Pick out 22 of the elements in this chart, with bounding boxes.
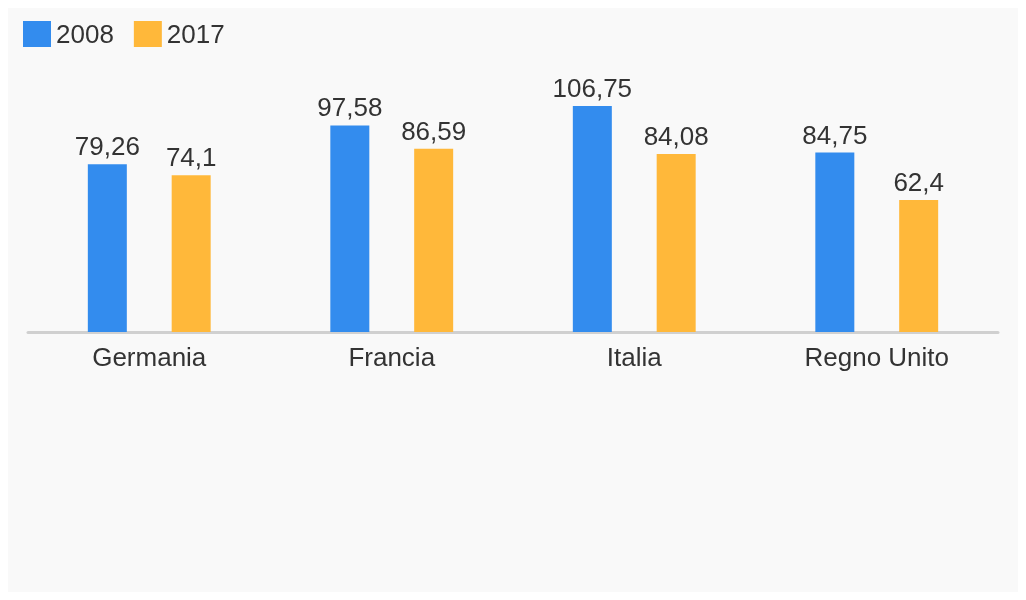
bar	[330, 125, 370, 332]
bar	[87, 164, 127, 332]
legend-label: 2008	[56, 19, 114, 49]
bar	[815, 152, 855, 332]
data-label: 74,1	[165, 142, 217, 173]
x-tick-label: Regno Unito	[804, 342, 950, 372]
data-label: 62,4	[893, 166, 944, 197]
x-tick-label: Italia	[606, 342, 663, 372]
data-label: 84,08	[643, 121, 709, 152]
bar	[656, 154, 696, 332]
bar	[414, 148, 454, 332]
x-tick-label: Germania	[92, 342, 207, 372]
x-tick-label: Francia	[348, 342, 436, 372]
bar	[899, 199, 939, 332]
data-label: 86,59	[401, 115, 467, 146]
bar	[572, 106, 612, 332]
data-label: 106,75	[552, 73, 633, 104]
data-label: 97,58	[317, 92, 383, 123]
data-label: 84,75	[802, 119, 868, 150]
data-label: 79,26	[74, 131, 140, 162]
legend-label: 2017	[166, 19, 225, 49]
bar	[171, 175, 211, 332]
